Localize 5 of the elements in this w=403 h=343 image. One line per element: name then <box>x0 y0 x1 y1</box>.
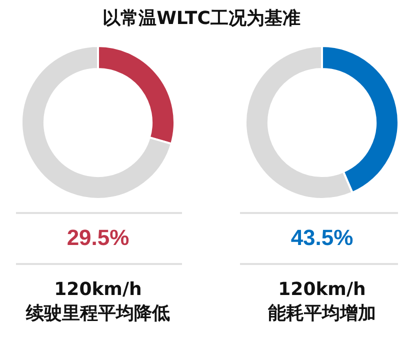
chart-title: 以常温WLTC工况为基准 <box>102 7 302 30</box>
text: 29.5% <box>66 225 130 250</box>
text: 43.5% <box>290 225 354 250</box>
text: 120km/h 能耗平均增加 <box>267 278 377 326</box>
text: 120km/h 续驶里程平均降低 <box>24 278 171 326</box>
